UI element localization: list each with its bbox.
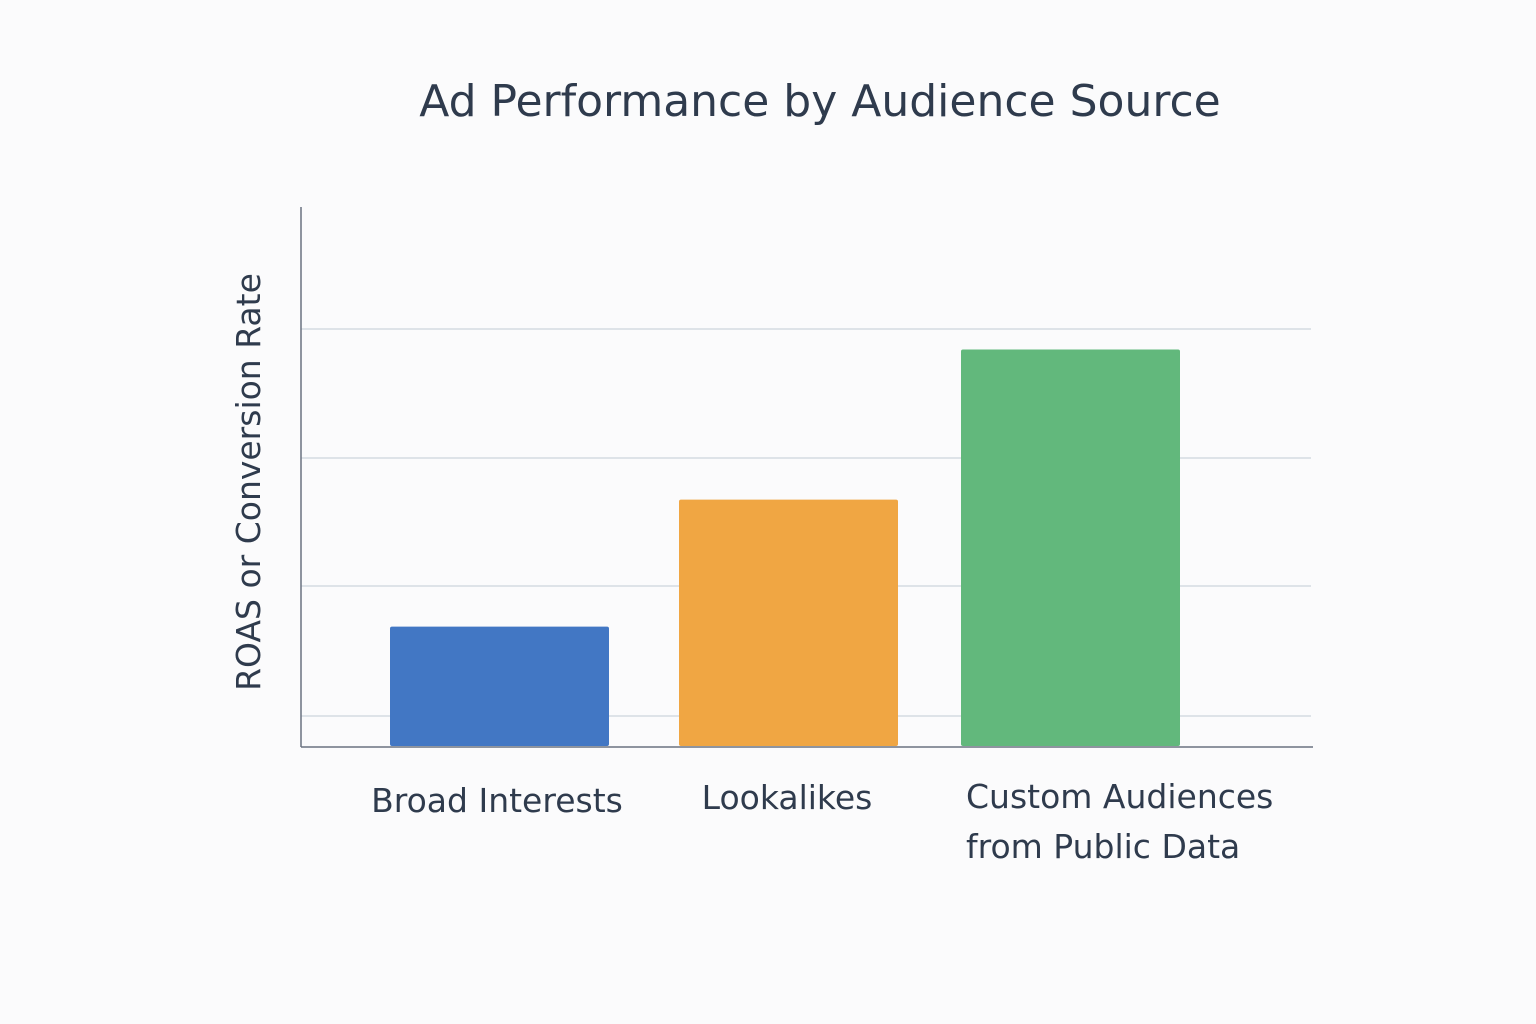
x-tick-label-broad-interests: Broad Interests [371, 781, 623, 820]
bar-broad-interests [390, 626, 609, 746]
chart-title: Ad Performance by Audience Source [419, 76, 1220, 127]
bars [390, 349, 1180, 746]
x-tick-label-custom-audiences-line1: Custom Audiences [966, 777, 1273, 816]
x-tick-label-lookalikes: Lookalikes [702, 778, 873, 817]
x-tick-label-custom-audiences-line2: from Public Data [966, 827, 1240, 866]
y-axis-label: ROAS or Conversion Rate [229, 273, 268, 691]
bar-custom-audiences-from-public-data [961, 349, 1180, 746]
bar-lookalikes [679, 499, 898, 746]
